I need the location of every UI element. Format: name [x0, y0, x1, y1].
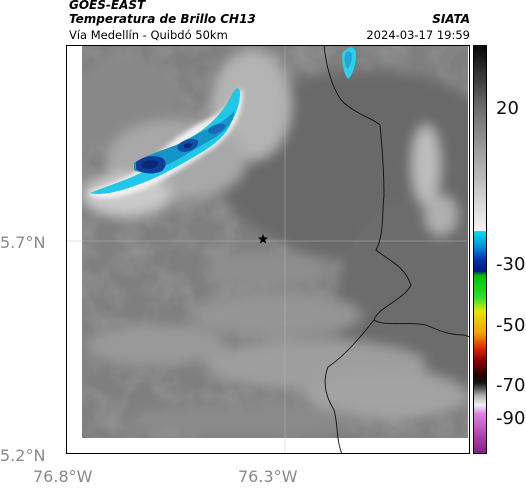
colorbar-tick-label: 20: [496, 98, 519, 119]
colorbar-tick-label: -50: [496, 315, 526, 336]
route-marker: [258, 234, 268, 244]
timestamp-label: 2024-03-17 19:59: [366, 28, 470, 42]
lon-tick-label: 76.3°W: [238, 467, 298, 486]
lat-tick-label: 5.7°N: [0, 233, 46, 252]
colorbar-tick-label: -70: [496, 375, 526, 396]
temperature-colorbar: [473, 45, 487, 454]
organization-label: SIATA: [432, 12, 470, 26]
colorbar-tick-label: -30: [496, 254, 526, 275]
brightness-temperature-map: [66, 45, 470, 454]
star-icon: [258, 234, 268, 244]
satellite-title: GOES-EAST: [69, 0, 146, 12]
lat-tick-label: 5.2°N: [0, 446, 46, 465]
route-subtitle: Vía Medellín - Quibdó 50km: [69, 28, 228, 42]
lon-tick-label: 76.8°W: [33, 467, 93, 486]
colorbar-tick-label: -90: [496, 408, 526, 429]
product-title: Temperatura de Brillo CH13: [69, 12, 256, 26]
